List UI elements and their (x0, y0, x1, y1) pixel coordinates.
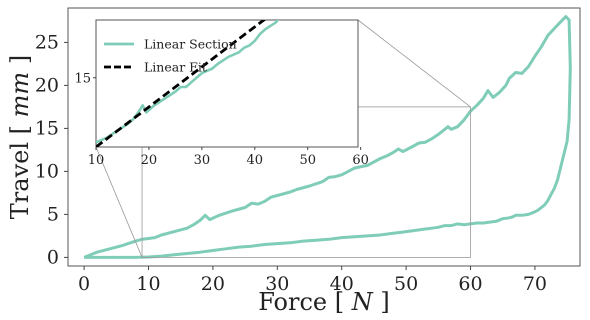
x-tick-label: 60 (458, 273, 482, 295)
x-axis-title-bracket-close: ] (380, 288, 389, 316)
legend-label-linear-fit: Linear Fit (144, 60, 207, 75)
y-tick-label: 5 (47, 203, 59, 225)
y-axis-title-unit: mm (6, 72, 34, 118)
x-axis-title-text: Force (258, 288, 327, 316)
main-plot-frame (67, 7, 581, 267)
inset-x-tick-label: 50 (299, 153, 316, 168)
x-tick-label: 10 (136, 273, 160, 295)
inset-series-linear-section (96, 20, 280, 144)
x-tick-label: 70 (523, 273, 547, 295)
inset-x-tick-label: 60 (352, 153, 369, 168)
inset-y-tick-label: 15 (74, 72, 91, 87)
inset-x-tick-label: 30 (194, 153, 211, 168)
x-tick-label: 40 (330, 273, 354, 295)
x-axis-title-bracket-open: [ (335, 288, 344, 316)
legend-label-linear-section: Linear Section (144, 37, 237, 52)
zoom-connector-left (95, 146, 143, 258)
y-tick-label: 10 (35, 160, 59, 182)
main-series-line (83, 15, 572, 259)
x-tick-label: 20 (201, 273, 225, 295)
y-axis-title-text: Travel (6, 142, 34, 219)
zoom-connectors (95, 19, 471, 258)
y-axis-title-bracket-open: [ (6, 125, 34, 134)
inset-legend: Linear Section Linear Fit (104, 37, 237, 75)
x-tick-label: 50 (394, 273, 418, 295)
y-axis-title: Travel [ mm ] (6, 55, 34, 219)
y-tick-label: 20 (35, 74, 59, 96)
inset-x-tick-label: 10 (88, 153, 105, 168)
inset-plot-frame (95, 19, 359, 148)
inset-axes: 102030405060152025 (74, 19, 369, 168)
y-tick-label: 25 (35, 31, 59, 53)
x-tick-label: 30 (265, 273, 289, 295)
y-axis-title-bracket-close: ] (6, 55, 34, 64)
y-tick-label: 0 (47, 246, 59, 268)
y-tick-label: 15 (35, 117, 59, 139)
main-axes: 0 10 20 30 40 50 60 70 0 5 10 15 20 25 (35, 7, 581, 295)
inset-x-tick-label: 40 (247, 153, 264, 168)
zoom-connector-right (357, 19, 471, 108)
inset-series-group (96, 20, 280, 147)
x-tick-label: 0 (78, 273, 90, 295)
inset-x-tick-label: 20 (141, 153, 158, 168)
x-axis-title: Force [ N ] (258, 288, 390, 316)
x-axis-title-unit: N (351, 288, 374, 316)
inset-series-linear-fit (96, 20, 267, 147)
